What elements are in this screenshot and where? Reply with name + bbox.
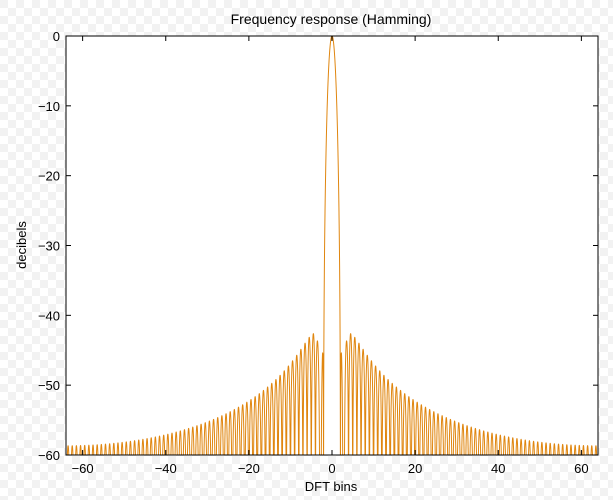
x-tick-label: 20 [408,461,422,476]
y-axis-ticks: 0 −10 −20 −30 −40 −50 −60 [38,29,598,463]
x-axis-ticks: −60 −40 −20 0 20 40 60 [72,36,589,476]
y-tick-label: −20 [38,169,60,184]
x-axis-label: DFT bins [305,479,358,494]
x-tick-label: 60 [574,461,588,476]
y-tick-label: −30 [38,239,60,254]
x-tick-label: −60 [72,461,94,476]
y-tick-label: −40 [38,308,60,323]
y-tick-label: −60 [38,448,60,463]
x-tick-label: 0 [328,461,335,476]
x-tick-label: −40 [155,461,177,476]
y-tick-label: 0 [53,29,60,44]
y-tick-label: −50 [38,378,60,393]
x-tick-label: −20 [238,461,260,476]
x-tick-label: 40 [491,461,505,476]
y-tick-label: −10 [38,99,60,114]
plot-background [66,36,598,455]
chart-title: Frequency response (Hamming) [231,11,432,27]
plot-area [65,35,599,456]
y-axis-label: decibels [14,221,29,269]
